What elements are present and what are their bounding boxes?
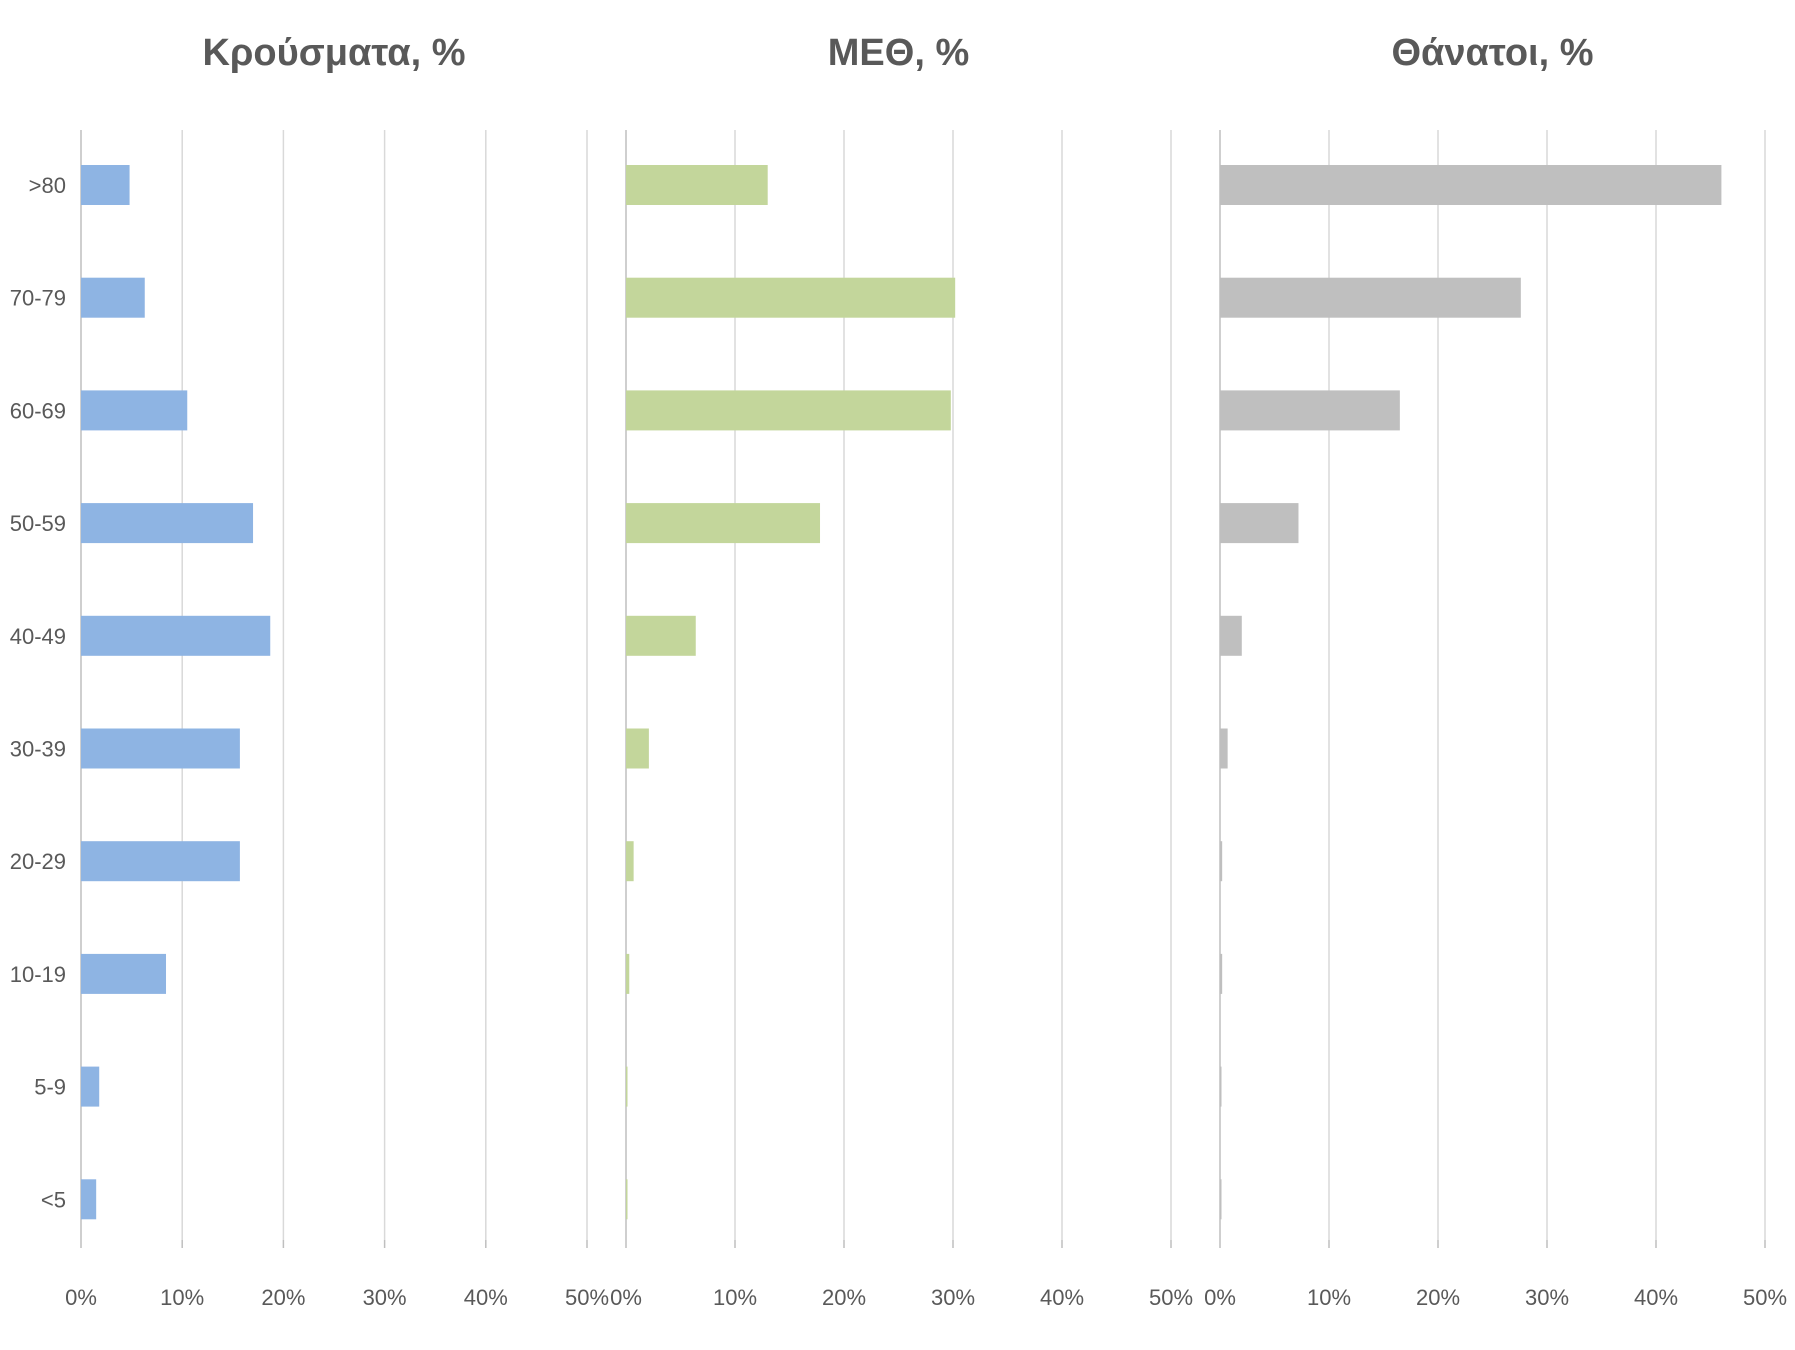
bar (81, 503, 254, 544)
panel-title: ΜΕΘ, % (828, 32, 969, 74)
bar (626, 277, 956, 318)
bar (81, 165, 130, 205)
category-label: 40-49 (10, 624, 66, 649)
category-label: 50-59 (10, 511, 66, 536)
bar (1220, 841, 1223, 882)
x-tick-label: 20% (1416, 1285, 1460, 1310)
x-tick-label: 40% (464, 1285, 508, 1310)
x-tick-label: 30% (931, 1285, 975, 1310)
category-label: >80 (29, 173, 66, 198)
bar (626, 1179, 628, 1220)
x-tick-label: 10% (1307, 1285, 1351, 1310)
bar (81, 953, 167, 994)
bar (81, 1066, 100, 1107)
bar (1220, 1179, 1222, 1220)
x-tick-label: 40% (1040, 1285, 1084, 1310)
bar (81, 841, 240, 882)
bar (81, 1179, 97, 1220)
bar (1220, 953, 1223, 994)
panel-2: ΜΕΘ, % 0% 10% 20% 30% 40% 50% (610, 32, 1193, 1310)
category-label: 70-79 (10, 286, 66, 311)
x-tick-label: 40% (1634, 1285, 1678, 1310)
x-tick-label: 20% (822, 1285, 866, 1310)
category-label: 10-19 (10, 962, 66, 987)
panel-1: Κρούσματα, % 0% 10% 20% 30% 40% 50% >80 70-79 60-… (10, 32, 609, 1310)
x-tick-label: 0% (65, 1285, 97, 1310)
bar (626, 953, 630, 994)
bar (626, 165, 768, 205)
category-label: 60-69 (10, 398, 66, 423)
bar (626, 728, 649, 769)
x-tick-label: 30% (1525, 1285, 1569, 1310)
bar (626, 503, 821, 544)
x-tick-label: 50% (1149, 1285, 1193, 1310)
x-tick-label: 30% (363, 1285, 407, 1310)
panel-title: Θάνατοι, % (1392, 32, 1594, 74)
x-tick-label: 20% (261, 1285, 305, 1310)
bar (81, 615, 271, 656)
bar (626, 1066, 628, 1107)
x-tick-label: 0% (610, 1285, 642, 1310)
x-tick-label: 50% (1743, 1285, 1787, 1310)
x-tick-label: 50% (565, 1285, 609, 1310)
category-label: <5 (41, 1187, 66, 1212)
bar (626, 390, 951, 431)
bar (81, 277, 145, 318)
bar (81, 728, 240, 769)
panel-title: Κρούσματα, % (202, 32, 465, 74)
bar (1220, 390, 1400, 431)
x-tick-label: 10% (713, 1285, 757, 1310)
bar (81, 390, 188, 431)
bar (1220, 728, 1228, 769)
category-label: 20-29 (10, 849, 66, 874)
bar (1220, 503, 1299, 544)
bar (626, 841, 634, 882)
bar (1220, 165, 1722, 205)
panel-3: Θάνατοι, % 0% 10% 20% 30% 40% 50% (1204, 32, 1787, 1310)
x-tick-label: 10% (160, 1285, 204, 1310)
bar (626, 615, 696, 656)
bar (1220, 615, 1242, 656)
category-label: 5-9 (34, 1075, 66, 1100)
bar (1220, 1066, 1222, 1107)
bar (1220, 277, 1521, 318)
category-label: 30-39 (10, 737, 66, 762)
x-tick-label: 0% (1204, 1285, 1236, 1310)
